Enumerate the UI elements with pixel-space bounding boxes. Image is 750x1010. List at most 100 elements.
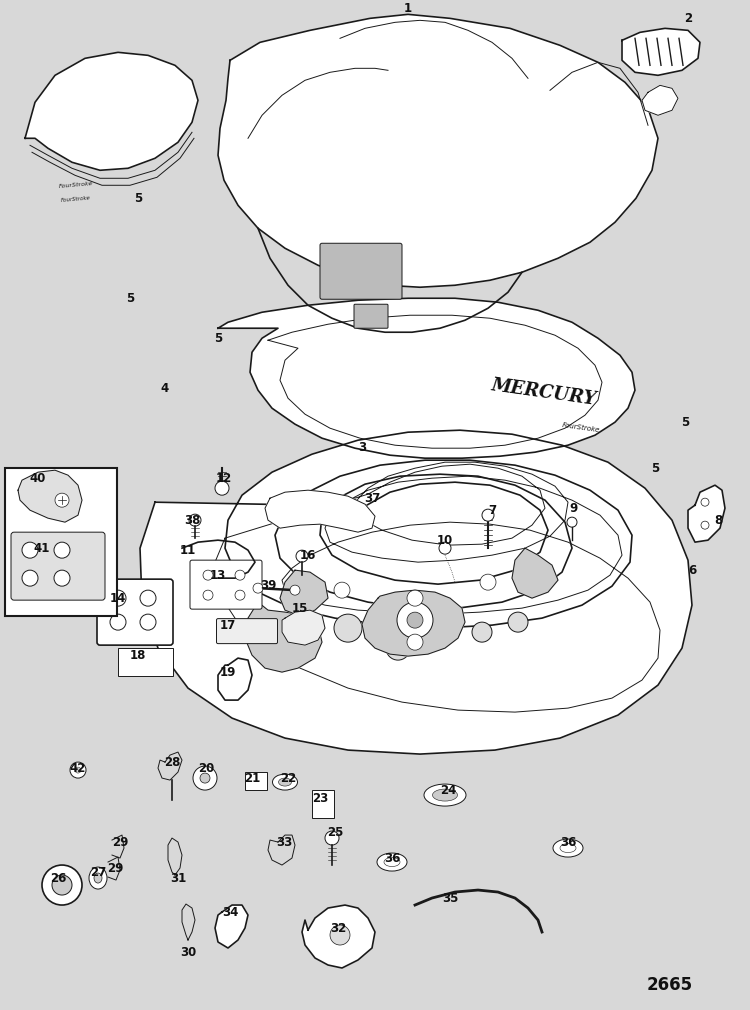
Polygon shape bbox=[218, 14, 658, 287]
Text: 31: 31 bbox=[170, 872, 186, 885]
Circle shape bbox=[253, 583, 263, 593]
Circle shape bbox=[290, 585, 300, 595]
Circle shape bbox=[439, 542, 451, 554]
Circle shape bbox=[407, 612, 423, 628]
FancyBboxPatch shape bbox=[354, 304, 388, 328]
Polygon shape bbox=[280, 571, 328, 615]
Circle shape bbox=[430, 628, 450, 648]
Text: 8: 8 bbox=[714, 514, 722, 526]
Polygon shape bbox=[215, 905, 248, 948]
Circle shape bbox=[22, 542, 38, 559]
FancyBboxPatch shape bbox=[320, 243, 402, 299]
Circle shape bbox=[567, 517, 577, 527]
Text: 10: 10 bbox=[436, 533, 453, 546]
Polygon shape bbox=[218, 298, 635, 459]
Circle shape bbox=[330, 925, 350, 945]
Polygon shape bbox=[302, 905, 375, 968]
Text: 5: 5 bbox=[214, 331, 222, 344]
Text: 17: 17 bbox=[220, 619, 236, 631]
Text: 36: 36 bbox=[384, 851, 400, 865]
Circle shape bbox=[140, 590, 156, 606]
Circle shape bbox=[482, 509, 494, 521]
Circle shape bbox=[508, 612, 528, 632]
Text: 5: 5 bbox=[134, 192, 142, 205]
Text: 30: 30 bbox=[180, 945, 196, 958]
FancyBboxPatch shape bbox=[97, 579, 173, 645]
Circle shape bbox=[52, 875, 72, 895]
Ellipse shape bbox=[553, 839, 583, 857]
Circle shape bbox=[54, 542, 70, 559]
Ellipse shape bbox=[278, 778, 292, 786]
Circle shape bbox=[334, 614, 362, 642]
Polygon shape bbox=[265, 490, 375, 532]
Circle shape bbox=[235, 571, 245, 580]
Text: 33: 33 bbox=[276, 835, 292, 848]
Text: 41: 41 bbox=[34, 541, 50, 554]
Text: 11: 11 bbox=[180, 543, 196, 557]
Ellipse shape bbox=[377, 853, 407, 871]
Ellipse shape bbox=[433, 789, 457, 801]
Text: 23: 23 bbox=[312, 792, 328, 805]
Circle shape bbox=[70, 763, 86, 778]
Text: 24: 24 bbox=[440, 784, 456, 797]
Text: 19: 19 bbox=[220, 666, 236, 679]
Text: 29: 29 bbox=[112, 835, 128, 848]
FancyBboxPatch shape bbox=[11, 532, 105, 600]
Text: 2: 2 bbox=[684, 12, 692, 25]
Text: 32: 32 bbox=[330, 921, 346, 934]
Circle shape bbox=[480, 574, 496, 590]
Text: 22: 22 bbox=[280, 772, 296, 785]
Text: 12: 12 bbox=[216, 472, 232, 485]
Circle shape bbox=[55, 493, 69, 507]
Bar bbox=[245, 772, 267, 790]
Polygon shape bbox=[512, 548, 558, 598]
Text: 26: 26 bbox=[50, 872, 66, 885]
Text: 29: 29 bbox=[106, 862, 123, 875]
Circle shape bbox=[235, 590, 245, 600]
Text: 3: 3 bbox=[358, 440, 366, 453]
Circle shape bbox=[701, 521, 709, 529]
Text: FourStroke: FourStroke bbox=[60, 196, 90, 203]
Text: 7: 7 bbox=[488, 504, 496, 517]
Text: 2665: 2665 bbox=[647, 976, 693, 994]
Text: 38: 38 bbox=[184, 514, 200, 526]
Text: 5: 5 bbox=[126, 292, 134, 305]
Circle shape bbox=[215, 481, 229, 495]
Text: 15: 15 bbox=[292, 602, 308, 615]
Circle shape bbox=[203, 590, 213, 600]
Text: 42: 42 bbox=[70, 762, 86, 775]
Circle shape bbox=[334, 582, 350, 598]
Circle shape bbox=[407, 590, 423, 606]
Polygon shape bbox=[18, 471, 82, 522]
Circle shape bbox=[701, 498, 709, 506]
Circle shape bbox=[203, 571, 213, 580]
Text: FourStroke: FourStroke bbox=[562, 422, 601, 433]
Text: 39: 39 bbox=[260, 579, 276, 592]
Ellipse shape bbox=[272, 774, 298, 790]
Text: 20: 20 bbox=[198, 762, 214, 775]
Text: 40: 40 bbox=[30, 472, 46, 485]
Text: 13: 13 bbox=[210, 569, 226, 582]
Circle shape bbox=[22, 571, 38, 586]
Polygon shape bbox=[140, 430, 692, 754]
Polygon shape bbox=[362, 590, 465, 656]
Circle shape bbox=[200, 773, 210, 783]
Text: 36: 36 bbox=[560, 835, 576, 848]
Text: 34: 34 bbox=[222, 906, 238, 918]
Bar bbox=[312, 790, 334, 818]
Polygon shape bbox=[642, 85, 678, 115]
Text: MERCURY: MERCURY bbox=[490, 377, 598, 409]
Text: 27: 27 bbox=[90, 866, 106, 879]
Ellipse shape bbox=[89, 867, 107, 889]
Ellipse shape bbox=[560, 843, 576, 852]
Text: 25: 25 bbox=[327, 825, 344, 838]
Text: FourStroke: FourStroke bbox=[58, 181, 93, 189]
Ellipse shape bbox=[94, 873, 102, 883]
Circle shape bbox=[193, 766, 217, 790]
Text: 35: 35 bbox=[442, 892, 458, 905]
Text: 5: 5 bbox=[651, 462, 659, 475]
Circle shape bbox=[54, 571, 70, 586]
Text: 5: 5 bbox=[681, 416, 689, 428]
Circle shape bbox=[110, 590, 126, 606]
Circle shape bbox=[75, 767, 81, 773]
